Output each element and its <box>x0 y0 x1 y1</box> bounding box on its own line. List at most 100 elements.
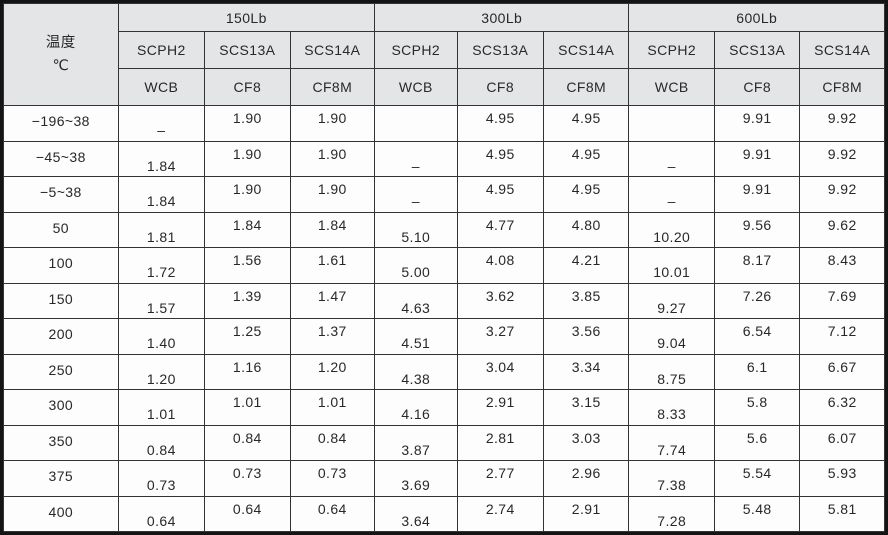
temperature-cell: 100 <box>3 247 119 284</box>
rating-cell: 1.01 <box>204 389 291 426</box>
rating-cell: 1.20 <box>117 353 206 390</box>
rating-value: 5.81 <box>827 500 857 517</box>
rating-value: 7.74 <box>657 441 687 458</box>
rating-cell: 0.73 <box>289 460 376 497</box>
rating-cell: 9.92 <box>799 140 885 177</box>
rating-value: 10.20 <box>653 228 691 245</box>
table-header: 温度 ℃ 150Lb 300Lb 600Lb SCPH2 SCS13A SCS14A… <box>3 3 885 106</box>
rating-value: 2.96 <box>571 465 601 482</box>
rating-value: 3.27 <box>485 323 515 340</box>
rating-value: 0.73 <box>146 477 176 494</box>
rating-cell: – <box>374 176 458 213</box>
col-header-astm: WCB <box>374 68 458 106</box>
temperature-unit: ℃ <box>52 57 70 74</box>
rating-cell: 8.43 <box>799 247 885 284</box>
rating-value: 6.54 <box>742 323 772 340</box>
rating-cell: 6.1 <box>713 353 801 390</box>
rating-value: 3.85 <box>571 287 601 304</box>
rating-cell: 1.01 <box>117 389 206 426</box>
rating-cell: 1.37 <box>289 318 376 355</box>
rating-cell: – <box>628 140 715 177</box>
header-row-astm-grade: WCB CF8 CF8M WCB CF8 CF8M WCB CF8 CF8M <box>4 68 885 106</box>
rating-value: – <box>411 157 420 174</box>
rating-value: 3.62 <box>485 287 515 304</box>
rating-cell: 1.84 <box>289 211 376 248</box>
rating-cell: 4.80 <box>542 211 630 248</box>
rating-cell: 3.03 <box>542 424 630 461</box>
temperature-cell: 150 <box>3 282 119 319</box>
rating-value: 1.16 <box>232 358 262 375</box>
rating-value: 0.73 <box>232 465 262 482</box>
rating-cell: 0.64 <box>117 495 206 532</box>
rating-value: 4.95 <box>571 145 601 162</box>
rating-cell: 1.25 <box>204 318 291 355</box>
rating-value: 9.91 <box>742 110 772 127</box>
temperature-cell: −196~38 <box>3 105 119 142</box>
temperature-cell: −5~38 <box>3 176 119 213</box>
rating-cell: 2.91 <box>456 389 544 426</box>
rating-value: 3.15 <box>571 394 601 411</box>
rating-cell: 4.95 <box>542 140 630 177</box>
rating-value: 3.04 <box>485 358 515 375</box>
col-header-astm: CF8 <box>456 68 544 106</box>
rating-value: 1.37 <box>317 323 347 340</box>
rating-value: 1.90 <box>317 110 347 127</box>
col-header-grade: SCS14A <box>542 31 630 69</box>
rating-value: 1.25 <box>232 323 262 340</box>
rating-value: 0.64 <box>232 500 262 517</box>
temperature-value: −5~38 <box>39 184 82 201</box>
rating-value: 5.93 <box>827 465 857 482</box>
rating-value: 6.32 <box>827 394 857 411</box>
rating-value: 0.73 <box>317 465 347 482</box>
temperature-value: −196~38 <box>31 113 90 130</box>
col-header-grade: SCS13A <box>456 31 544 69</box>
rating-value: 0.84 <box>146 441 176 458</box>
rating-cell: 7.28 <box>628 495 715 532</box>
rating-value: 6.07 <box>827 429 857 446</box>
rating-value: 9.92 <box>827 181 857 198</box>
rating-cell: – <box>117 105 206 142</box>
table-row: 400 0.64 0.64 0.64 3.64 2.74 2.91 7.28 5.48 5.81 <box>3 495 885 532</box>
rating-cell: 9.56 <box>713 211 801 248</box>
rating-cell: 4.16 <box>374 389 458 426</box>
rating-value: 8.43 <box>827 252 857 269</box>
rating-value: 4.51 <box>401 335 431 352</box>
rating-value: 5.48 <box>742 500 772 517</box>
rating-cell: 1.39 <box>204 282 291 319</box>
table-row: 375 0.73 0.73 0.73 3.69 2.77 2.96 7.38 5.54 5.93 <box>3 460 885 497</box>
temperature-cell: 200 <box>3 318 119 355</box>
rating-cell: 2.74 <box>456 495 544 532</box>
rating-cell: 1.84 <box>117 140 206 177</box>
table-row: −45~38 1.84 1.90 1.90 – 4.95 4.95 – 9.91 9.92 <box>3 140 885 177</box>
rating-cell: 9.91 <box>713 140 801 177</box>
rating-cell: 9.92 <box>799 176 885 213</box>
rating-cell: 1.90 <box>289 140 376 177</box>
temperature-cell: 400 <box>3 495 119 532</box>
rating-cell: 1.56 <box>204 247 291 284</box>
rating-value: – <box>667 157 676 174</box>
rating-value: 4.21 <box>571 252 601 269</box>
rating-value: 7.26 <box>742 287 772 304</box>
col-header-grade: SCS13A <box>713 31 801 69</box>
temperature-cell: 350 <box>3 424 119 461</box>
rating-cell: 0.84 <box>117 424 206 461</box>
rating-value: – <box>667 193 676 210</box>
rating-value: 5.54 <box>742 465 772 482</box>
rating-cell: 3.69 <box>374 460 458 497</box>
col-header-grade: SCS14A <box>799 31 885 69</box>
rating-value: 7.12 <box>827 323 857 340</box>
rating-value: 1.84 <box>317 216 347 233</box>
rating-value: 6.67 <box>827 358 857 375</box>
rating-cell: 9.91 <box>713 176 801 213</box>
rating-cell: 3.27 <box>456 318 544 355</box>
rating-cell: 1.90 <box>289 176 376 213</box>
rating-cell: 2.77 <box>456 460 544 497</box>
rating-cell: 4.51 <box>374 318 458 355</box>
rating-cell: 0.84 <box>289 424 376 461</box>
rating-value: – <box>411 193 420 210</box>
rating-cell: 9.27 <box>628 282 715 319</box>
rating-value: 2.91 <box>571 500 601 517</box>
rating-cell: 9.62 <box>799 211 885 248</box>
col-header-astm: CF8M <box>289 68 376 106</box>
